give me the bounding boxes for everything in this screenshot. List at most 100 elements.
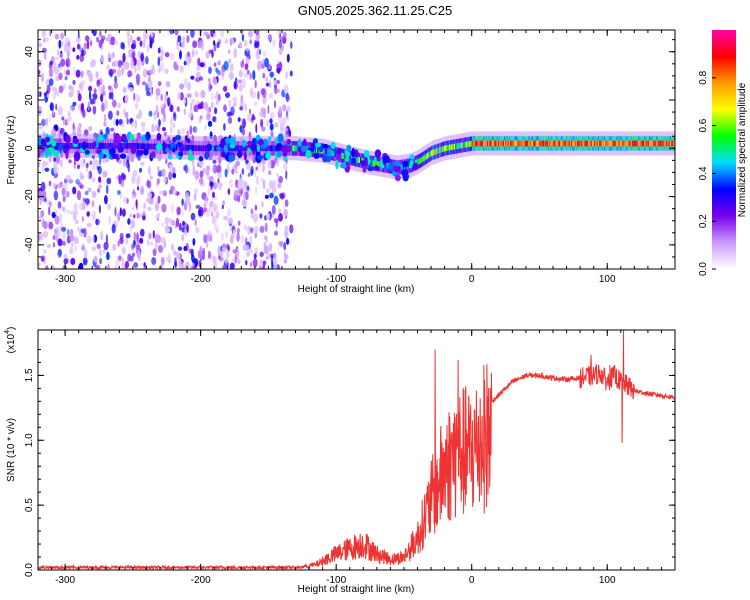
- spectrogram-cell: [209, 200, 214, 208]
- spectrogram-cell: [342, 153, 345, 159]
- spectrogram-cell: [99, 30, 102, 37]
- spectrogram-cell: [472, 140, 474, 147]
- spectrogram-cell: [122, 174, 127, 180]
- spectrogram-cell: [159, 62, 165, 72]
- spectrogram-cell: [282, 117, 287, 126]
- spectrogram-cell: [589, 140, 591, 147]
- spectrogram-cell: [68, 143, 70, 149]
- spectrogram-cell: [322, 143, 329, 149]
- spectrogram-cell: [241, 168, 245, 175]
- spectrogram-cell: [245, 190, 249, 201]
- spectrogram-cell: [237, 179, 243, 190]
- spectrogram-cell: [72, 186, 77, 195]
- spectrogram-cell: [209, 181, 214, 187]
- spectrogram-cell: [43, 51, 47, 61]
- spectrogram-cell: [558, 140, 561, 147]
- snr-xlabel: Height of straight line (km): [298, 584, 415, 595]
- spectrogram-cell: [212, 164, 218, 174]
- spectrogram-cell: [575, 140, 578, 147]
- spectrogram-cell: [167, 154, 173, 160]
- spectrogram-cell: [482, 140, 484, 147]
- spectrogram-cell: [374, 160, 377, 167]
- spectrogram-cell: [501, 140, 503, 147]
- spectrogram-cell: [662, 140, 664, 147]
- spectrogram-cell: [254, 225, 259, 234]
- spectrogram-cell: [121, 246, 126, 255]
- spectrogram-cell: [167, 97, 171, 106]
- spectrogram-cell: [253, 101, 258, 106]
- spectrogram-cell: [401, 163, 403, 170]
- spectrogram-cell: [46, 244, 52, 248]
- spectrogram-cell: [599, 140, 601, 147]
- spectrogram-cell: [237, 227, 240, 234]
- spectrogram-cell: [169, 52, 175, 61]
- spectrogram-cell: [190, 30, 195, 38]
- spectrogram-cell: [52, 110, 55, 117]
- spectrogram-cell: [149, 241, 154, 246]
- spectrogram-cell: [261, 126, 266, 132]
- spectrogram-cell: [255, 123, 258, 134]
- spectrogram-cell: [521, 140, 523, 147]
- spectrogram-cell: [574, 140, 577, 147]
- spectrogram-cell: [335, 159, 339, 170]
- spectrogram-cell: [44, 197, 47, 203]
- spectrogram-cell: [636, 140, 639, 147]
- spectrogram-cell: [157, 81, 162, 87]
- spectrogram-cell: [461, 142, 463, 149]
- spectrogram-cell: [371, 160, 373, 166]
- spectrogram-cell: [93, 255, 98, 263]
- spectrogram-cell: [556, 140, 558, 147]
- spectrogram-cell: [511, 140, 513, 147]
- spectrogram-cell: [486, 140, 489, 147]
- spectrogram-cell: [223, 123, 226, 131]
- spectrogram-cell: [625, 140, 628, 147]
- spectrogram-cell: [119, 143, 122, 149]
- colorbar: 0.0 0.2 0.4 0.6 0.8 Normalized spectral ampl…: [698, 30, 748, 276]
- spectrogram-cell: [332, 150, 334, 157]
- spectrogram-cell: [73, 202, 78, 212]
- spectrogram-cell: [213, 40, 216, 46]
- spectrogram-cell: [115, 118, 119, 126]
- spectrogram-cell: [119, 153, 127, 159]
- spectrogram-cell: [262, 138, 269, 148]
- spectrogram-cell: [47, 147, 55, 152]
- spectrogram-cell: [41, 218, 45, 228]
- spectrogram-cell: [139, 143, 141, 149]
- spectrogram-cell: [62, 143, 64, 149]
- spectrogram-cell: [176, 106, 180, 112]
- spectrogram-cell: [136, 232, 139, 242]
- spectrogram-cell: [508, 140, 511, 147]
- spectrogram-cell: [103, 241, 109, 251]
- spectrogram-cell: [106, 65, 111, 72]
- spectrogram-cell: [447, 144, 450, 151]
- spectrogram-cell: [201, 145, 203, 152]
- spectrogram-cell: [228, 58, 232, 64]
- colorbar-tick-label: 0.2: [698, 214, 709, 228]
- figure-title: GN05.2025.362.11.25.C25: [298, 3, 452, 18]
- spectrogram-cell: [453, 143, 456, 150]
- spectrogram-cell: [186, 35, 190, 43]
- spectrogram-cell: [325, 148, 328, 155]
- spectrogram-cell: [283, 251, 287, 257]
- spectrogram-cell: [48, 114, 51, 123]
- spectrogram-cell: [175, 217, 180, 228]
- spectrogram-cell: [621, 140, 623, 147]
- spectrogram-cell: [139, 149, 144, 156]
- spectrogram-cell: [467, 141, 469, 148]
- spectrogram-cell: [230, 234, 234, 244]
- spectrogram-cell: [266, 187, 270, 194]
- spectrogram-cell: [58, 85, 64, 94]
- spectrogram-cell: [228, 71, 234, 81]
- spectrogram-cell: [92, 158, 97, 166]
- spectrogram-cell: [41, 118, 46, 127]
- spectrogram-cell: [543, 140, 545, 147]
- spectrogram-cell: [249, 72, 252, 80]
- spectrogram-cell: [244, 49, 247, 56]
- snr-plot-area: [38, 330, 675, 570]
- spectrogram-cell: [219, 251, 224, 257]
- spectrogram-cell: [179, 83, 185, 90]
- spectrogram-cell: [253, 213, 259, 223]
- spectrogram-cell: [135, 199, 138, 208]
- spectrogram-cell: [124, 61, 130, 70]
- spectrogram-cell: [210, 30, 214, 38]
